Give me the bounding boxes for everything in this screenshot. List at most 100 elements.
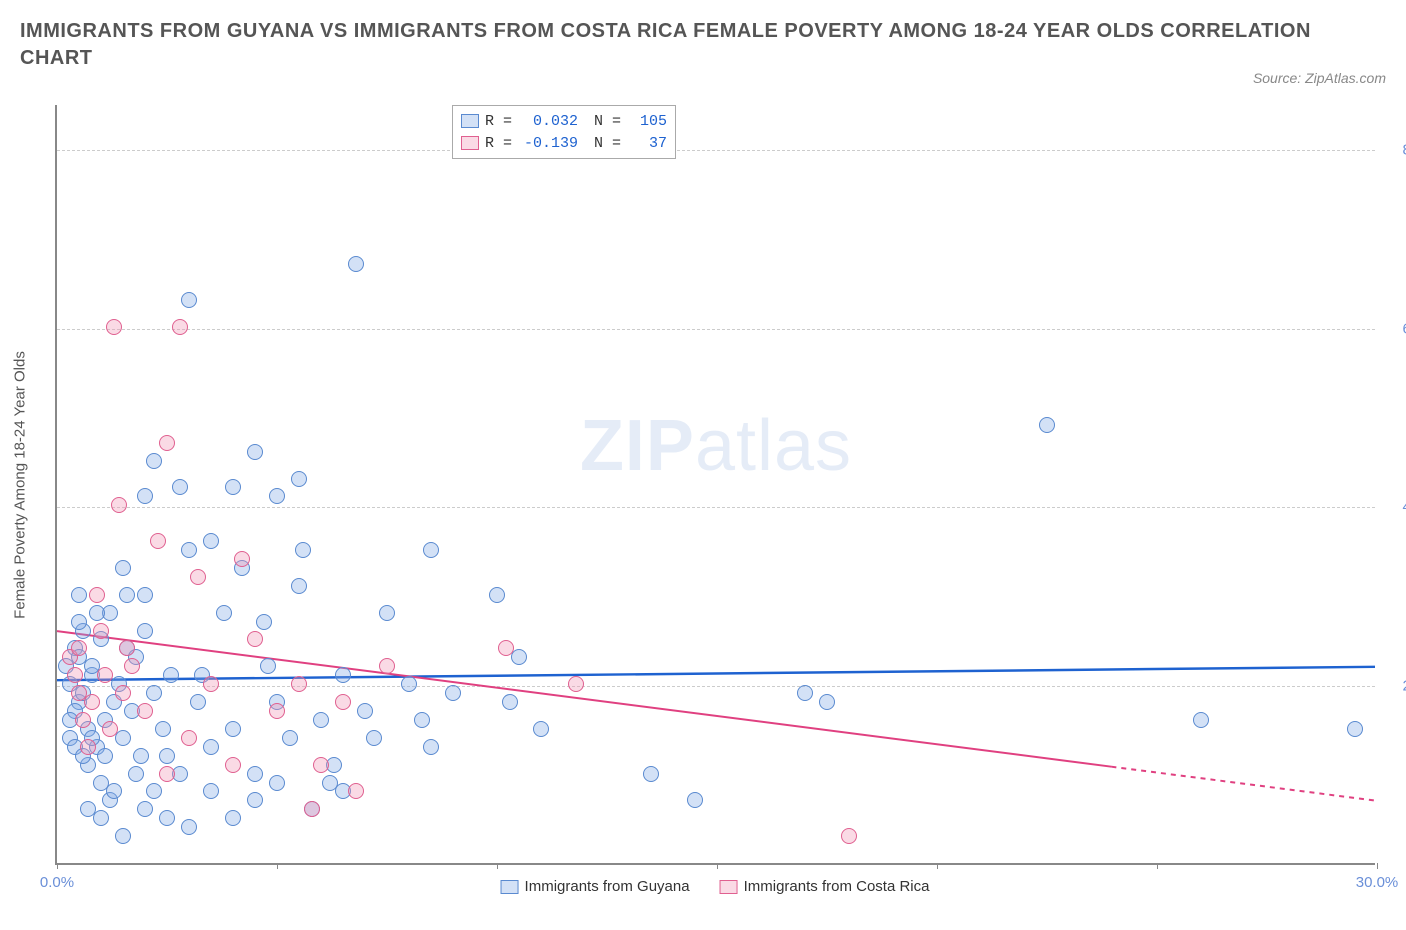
scatter-point: [414, 712, 430, 728]
scatter-point: [181, 542, 197, 558]
scatter-point: [137, 801, 153, 817]
scatter-point: [269, 703, 285, 719]
x-tick-mark: [277, 863, 278, 869]
scatter-point: [225, 757, 241, 773]
scatter-point: [203, 739, 219, 755]
legend-item: Immigrants from Guyana: [501, 878, 690, 895]
scatter-point: [84, 694, 100, 710]
chart-title-line2: CHART: [0, 47, 1406, 70]
scatter-point: [357, 703, 373, 719]
scatter-point: [423, 542, 439, 558]
scatter-point: [643, 766, 659, 782]
scatter-point: [291, 578, 307, 594]
scatter-point: [379, 605, 395, 621]
series-legend: Immigrants from Guyana Immigrants from C…: [501, 878, 930, 895]
legend-swatch: [720, 880, 738, 894]
scatter-point: [225, 479, 241, 495]
legend-r-value: 0.032: [518, 113, 578, 130]
scatter-point: [89, 587, 105, 603]
y-tick-label: 40.0%: [1402, 499, 1406, 516]
y-tick-label: 60.0%: [1402, 320, 1406, 337]
x-tick-mark: [57, 863, 58, 869]
scatter-point: [159, 810, 175, 826]
scatter-point: [423, 739, 439, 755]
scatter-point: [216, 605, 232, 621]
scatter-point: [269, 488, 285, 504]
trend-lines: [57, 105, 1375, 863]
legend-n-label: N =: [594, 113, 621, 130]
legend-r-value: -0.139: [518, 135, 578, 152]
scatter-point: [687, 792, 703, 808]
scatter-point: [295, 542, 311, 558]
scatter-point: [89, 605, 105, 621]
legend-n-value: 105: [627, 113, 667, 130]
legend-series-name: Immigrants from Costa Rica: [744, 878, 930, 895]
gridline: [57, 507, 1375, 508]
correlation-legend: R = 0.032 N = 105 R = -0.139 N = 37: [452, 105, 676, 159]
scatter-point: [128, 766, 144, 782]
legend-swatch: [461, 114, 479, 128]
scatter-point: [366, 730, 382, 746]
scatter-point: [502, 694, 518, 710]
scatter-point: [256, 614, 272, 630]
scatter-point: [124, 658, 140, 674]
legend-swatch: [461, 136, 479, 150]
scatter-point: [819, 694, 835, 710]
scatter-point: [181, 292, 197, 308]
scatter-point: [247, 766, 263, 782]
scatter-point: [841, 828, 857, 844]
scatter-point: [247, 631, 263, 647]
scatter-point: [159, 766, 175, 782]
scatter-point: [97, 748, 113, 764]
scatter-point: [234, 551, 250, 567]
x-tick-label: 30.0%: [1356, 874, 1399, 891]
scatter-point: [225, 810, 241, 826]
scatter-point: [115, 730, 131, 746]
scatter-point: [67, 667, 83, 683]
scatter-point: [146, 453, 162, 469]
gridline: [57, 686, 1375, 687]
x-tick-mark: [497, 863, 498, 869]
scatter-point: [1193, 712, 1209, 728]
scatter-point: [75, 712, 91, 728]
scatter-point: [172, 319, 188, 335]
scatter-point: [93, 810, 109, 826]
x-tick-mark: [937, 863, 938, 869]
scatter-point: [190, 569, 206, 585]
scatter-point: [269, 775, 285, 791]
scatter-point: [304, 801, 320, 817]
scatter-point: [181, 730, 197, 746]
scatter-point: [172, 479, 188, 495]
scatter-point: [80, 739, 96, 755]
watermark: ZIPatlas: [580, 405, 852, 487]
chart-area: Female Poverty Among 18-24 Year Olds ZIP…: [55, 105, 1375, 865]
legend-n-label: N =: [594, 135, 621, 152]
x-tick-mark: [1157, 863, 1158, 869]
scatter-point: [71, 685, 87, 701]
scatter-point: [533, 721, 549, 737]
scatter-point: [97, 667, 113, 683]
scatter-point: [115, 685, 131, 701]
scatter-point: [111, 497, 127, 513]
scatter-point: [71, 614, 87, 630]
legend-row: R = 0.032 N = 105: [461, 110, 667, 132]
legend-row: R = -0.139 N = 37: [461, 132, 667, 154]
scatter-point: [445, 685, 461, 701]
scatter-point: [80, 801, 96, 817]
scatter-point: [489, 587, 505, 603]
scatter-point: [225, 721, 241, 737]
scatter-point: [137, 587, 153, 603]
scatter-point: [146, 783, 162, 799]
y-axis-label: Female Poverty Among 18-24 Year Olds: [12, 351, 29, 619]
scatter-point: [203, 783, 219, 799]
scatter-point: [133, 748, 149, 764]
scatter-point: [313, 757, 329, 773]
scatter-point: [335, 694, 351, 710]
scatter-point: [203, 676, 219, 692]
gridline: [57, 150, 1375, 151]
scatter-point: [150, 533, 166, 549]
scatter-point: [181, 819, 197, 835]
scatter-point: [71, 640, 87, 656]
scatter-point: [137, 488, 153, 504]
scatter-point: [115, 560, 131, 576]
